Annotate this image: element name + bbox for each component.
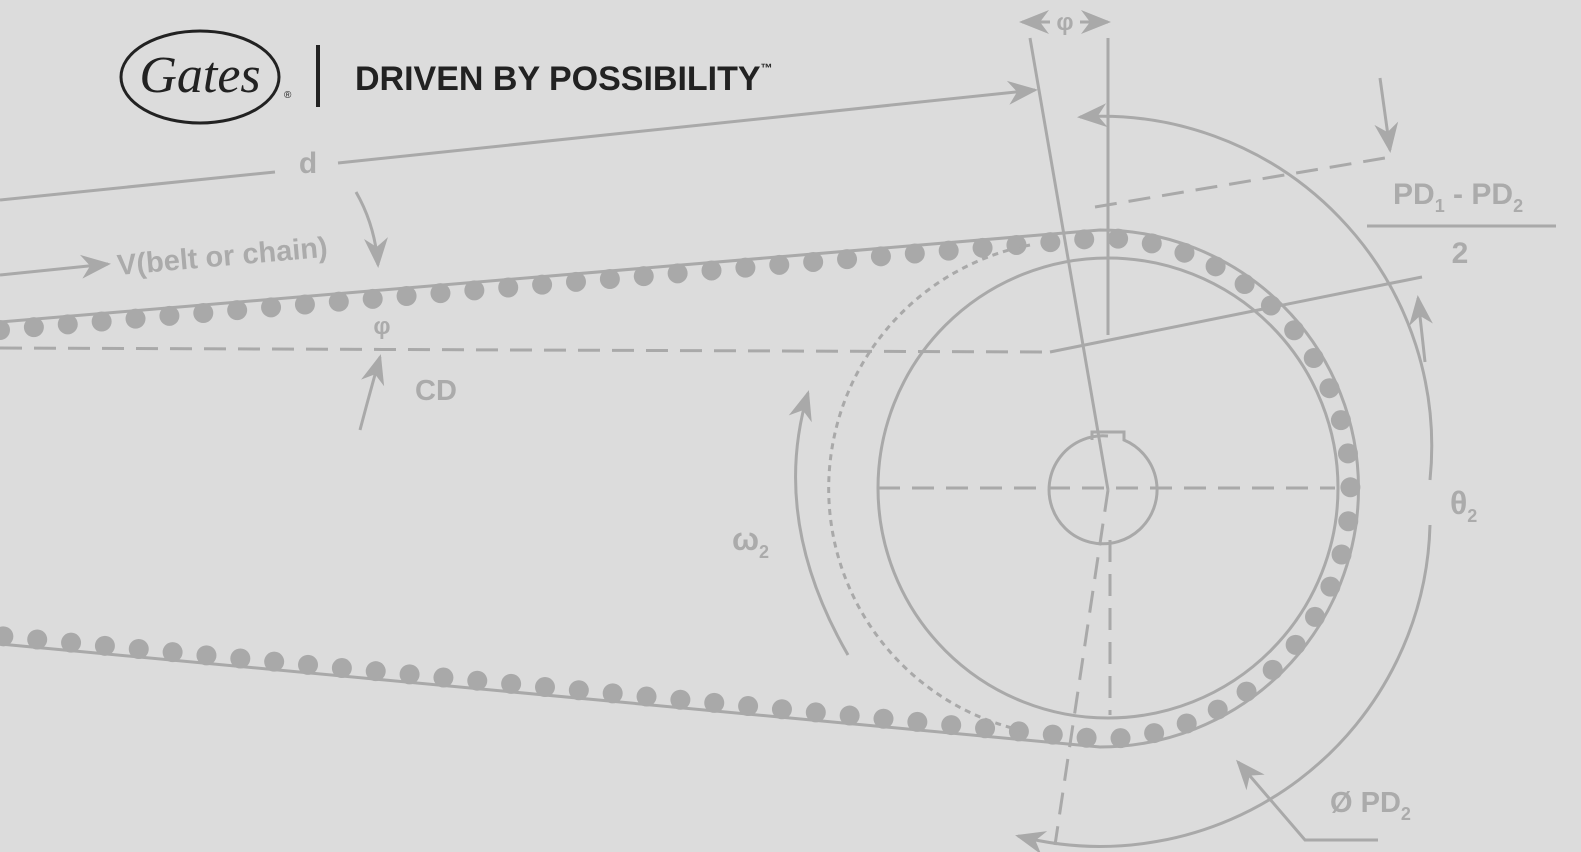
- pd: Ø PD: [1330, 787, 1401, 819]
- pd: PD: [1393, 178, 1435, 211]
- page: d V(belt or chain) φ φ CD PD1 - PD2 2 θ2…: [0, 0, 1581, 852]
- logo-text: Gates: [139, 47, 260, 104]
- label-cd: CD: [415, 375, 457, 407]
- pd: PD: [1471, 178, 1513, 211]
- theta: θ: [1450, 485, 1467, 521]
- tagline-text: DRIVEN BY POSSIBILITY: [355, 60, 761, 98]
- subscript: 2: [1467, 506, 1477, 526]
- subscript: 1: [1435, 196, 1445, 216]
- trademark: ™: [761, 61, 773, 75]
- label-phi: φ: [1056, 9, 1073, 36]
- subscript: 2: [1513, 196, 1523, 216]
- separator: -: [1445, 178, 1472, 211]
- subscript: 2: [1401, 804, 1411, 824]
- label-pd-diff: PD1 - PD2: [1393, 178, 1523, 216]
- subscript: 2: [759, 542, 769, 562]
- label-phi: φ: [373, 313, 390, 340]
- registered-mark: ®: [284, 90, 292, 101]
- banner: d V(belt or chain) φ φ CD PD1 - PD2 2 θ2…: [0, 0, 1581, 852]
- label-pitch-diameter: Ø PD2: [1330, 787, 1411, 824]
- label-denominator: 2: [1452, 237, 1469, 270]
- omega: ω: [732, 521, 759, 557]
- tagline: DRIVEN BY POSSIBILITY™: [355, 60, 773, 98]
- label-d: d: [299, 147, 317, 180]
